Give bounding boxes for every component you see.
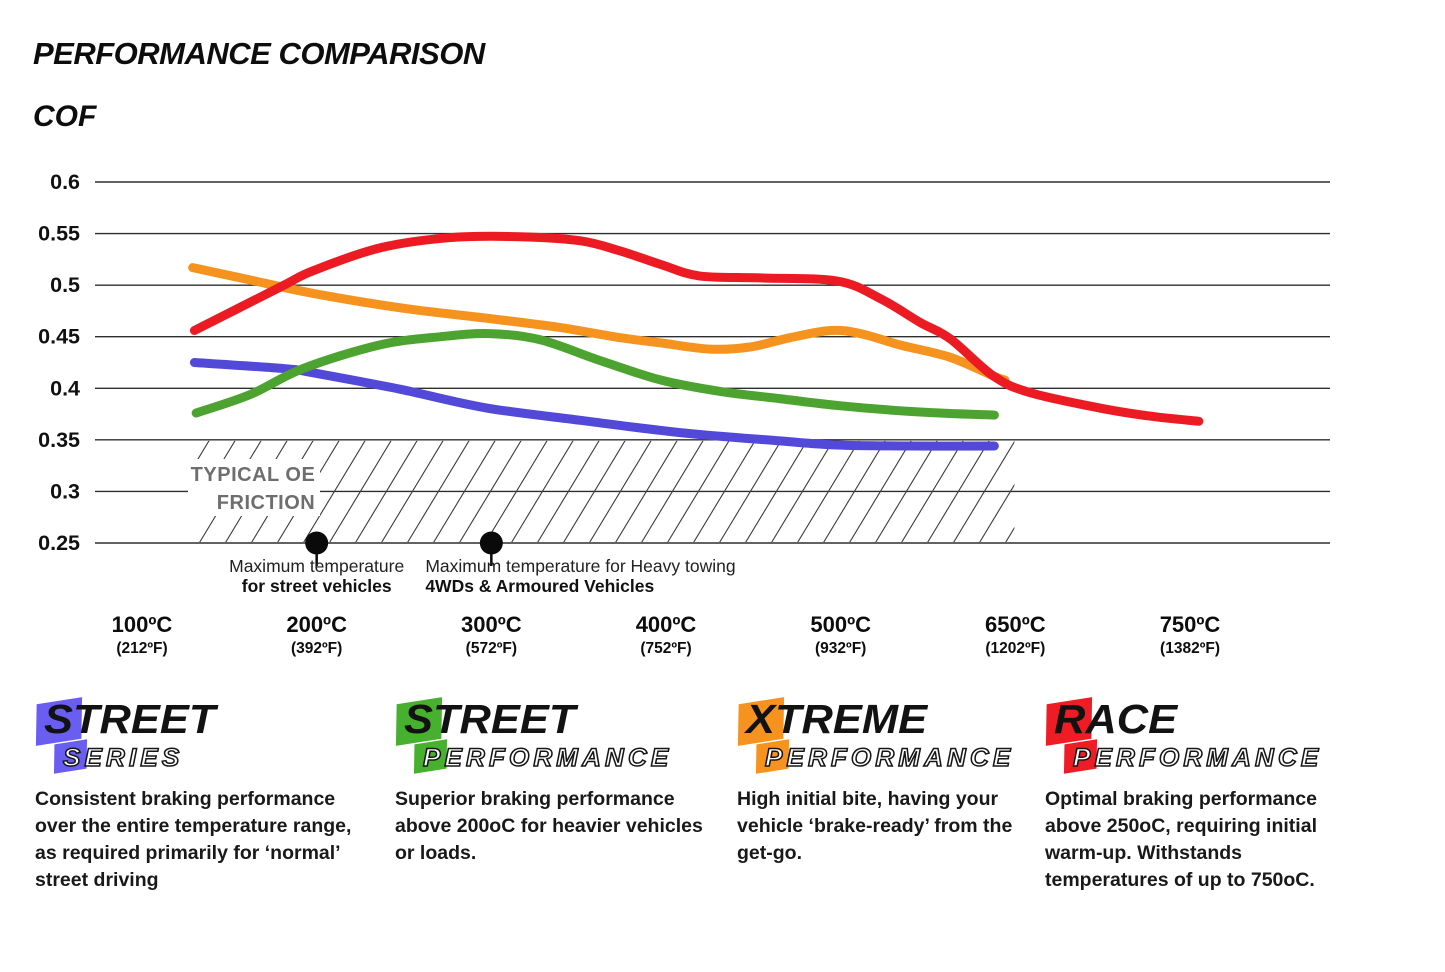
hatch-line	[927, 440, 990, 543]
y-tick-label: 0.55	[38, 222, 80, 246]
x-tick-label-f: (1382ºF)	[1160, 640, 1220, 657]
y-tick-label: 0.5	[50, 273, 80, 297]
page-title: PERFORMANCE COMPARISON	[33, 36, 485, 71]
hatch-line	[641, 440, 704, 543]
hatch-line	[407, 440, 470, 543]
hatch-line	[823, 440, 886, 543]
hatch-line	[979, 483, 1015, 543]
x-tick-label-c: 650ºC	[985, 612, 1046, 637]
series-line-xtreme-performance	[188, 263, 1010, 385]
street-performance-word1: STREET	[404, 696, 576, 742]
street-performance-description: Superior braking performance above 200oC…	[395, 788, 703, 864]
hatch-line	[537, 440, 600, 543]
y-tick-label: 0.45	[38, 325, 80, 349]
xtreme-performance-word2: PERFORMANCE	[764, 743, 1015, 773]
street-series-logo: STREET SERIES	[35, 696, 367, 778]
race-performance-logo: RACE PERFORMANCE	[1045, 696, 1370, 778]
x-tick-label-f: (572ºF)	[466, 640, 517, 657]
x-tick-label-c: 400ºC	[636, 612, 697, 637]
x-tick-label-c: 500ºC	[810, 612, 871, 637]
series-line-street-series	[189, 358, 999, 451]
race-performance-word1: RACE	[1054, 696, 1178, 742]
marker-dot	[479, 531, 503, 555]
x-tick-label-f: (1202ºF)	[985, 640, 1045, 657]
hatch-line	[433, 440, 496, 543]
street-performance-logo: STREET PERFORMANCE	[395, 696, 727, 778]
hatch-line	[459, 440, 522, 543]
hatch-line	[563, 440, 626, 543]
hatch-line	[901, 440, 964, 543]
hatch-line	[667, 440, 730, 543]
xtreme-performance-word1: XTREME	[746, 696, 928, 742]
hatch-line	[329, 440, 392, 543]
hatch-line	[589, 440, 652, 543]
marker-label-line2: 4WDs & Armoured Vehicles	[425, 576, 654, 596]
race-performance-description: Optimal braking performance above 250oC,…	[1045, 788, 1317, 891]
xtreme-performance-description: High initial bite, having your vehicle ‘…	[737, 788, 1013, 864]
hatch-line	[797, 440, 860, 543]
x-tick-label-c: 200ºC	[286, 612, 347, 637]
x-tick-label-c: 300ºC	[461, 612, 522, 637]
hatch-line	[849, 440, 912, 543]
hatch-line	[875, 440, 938, 543]
hatch-line	[355, 440, 418, 543]
marker-label-line2: for street vehicles	[242, 576, 392, 596]
cof-performance-chart: 0.6 0.55 0.5 0.45 0.4 0.35 0.3 0.25 TYPICAL OE FR…	[38, 170, 1330, 657]
y-tick-label: 0.3	[50, 479, 80, 503]
hatch-line	[381, 440, 444, 543]
hatch-line	[719, 440, 782, 543]
street-series-word1: STREET	[44, 696, 216, 742]
hatch-line	[1005, 526, 1015, 543]
hatch-line	[615, 440, 678, 543]
hatch-line	[511, 440, 574, 543]
x-tick-label-f: (212ºF)	[116, 640, 167, 657]
series-line-race-performance	[189, 231, 1204, 426]
y-tick-label: 0.25	[38, 531, 80, 555]
x-tick-label-f: (932ºF)	[815, 640, 866, 657]
hatch-line	[196, 440, 210, 463]
x-tick-label-f: (392ºF)	[291, 640, 342, 657]
series-line-street-performance	[191, 329, 999, 420]
marker-label-line1: Maximum temperature	[229, 556, 404, 576]
marker-label-line1: Maximum temperature for Heavy towing	[425, 556, 735, 576]
street-performance-word2: PERFORMANCE	[422, 743, 673, 773]
y-tick-label: 0.35	[38, 428, 80, 452]
oe-label-line2: FRICTION	[217, 492, 315, 514]
hatch-line	[953, 440, 1015, 543]
legend-street-performance: STREET PERFORMANCE Superior braking perf…	[395, 696, 727, 867]
y-tick-label: 0.6	[50, 170, 80, 194]
street-series-word2: SERIES	[62, 743, 184, 773]
hatch-line	[745, 440, 808, 543]
street-series-description: Consistent braking performance over the …	[35, 788, 352, 891]
legend-xtreme-performance: XTREME PERFORMANCE High initial bite, ha…	[737, 696, 1047, 867]
x-tick-label-f: (752ºF)	[640, 640, 691, 657]
oe-label-halo	[188, 459, 320, 516]
x-tick-label-c: 750ºC	[1160, 612, 1221, 637]
x-tick-label-c: 100ºC	[112, 612, 173, 637]
hatch-line	[693, 440, 756, 543]
marker-dot	[305, 531, 329, 555]
hatch-line	[485, 440, 548, 543]
xtreme-performance-logo: XTREME PERFORMANCE	[737, 696, 1047, 778]
hatch-line	[303, 440, 366, 543]
y-axis-title: COF	[33, 100, 97, 133]
y-tick-label: 0.4	[50, 376, 80, 400]
legend-street-series: STREET SERIES Consistent braking perform…	[35, 696, 367, 894]
oe-label-line1: TYPICAL OE	[191, 464, 316, 486]
race-performance-word2: PERFORMANCE	[1072, 743, 1323, 773]
legend-race-performance: RACE PERFORMANCE Optimal braking perform…	[1045, 696, 1370, 894]
hatch-line	[771, 440, 834, 543]
